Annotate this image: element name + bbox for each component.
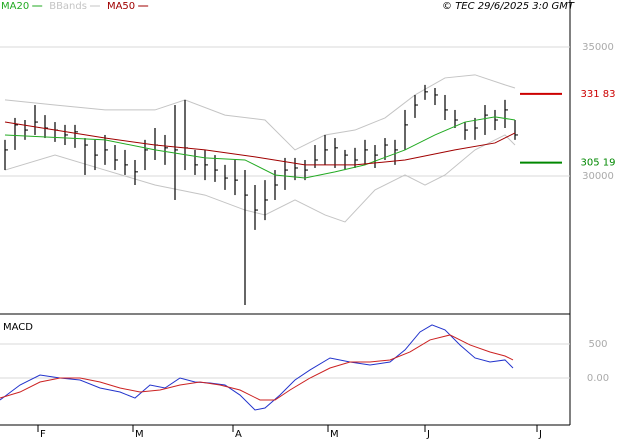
x-tick-label: A (235, 429, 242, 440)
x-tick-label: M (135, 429, 144, 440)
band-lower (4, 134, 516, 223)
band-upper (4, 74, 516, 151)
panel-title: MACD (3, 322, 33, 333)
y-tick-label: 0.00 (587, 373, 609, 384)
x-tick-label: F (40, 429, 46, 440)
moving-average (4, 121, 516, 166)
macd-line (0, 324, 514, 411)
level-label: 305 19 (581, 158, 616, 169)
macd-line (0, 334, 514, 401)
x-tick-label: M (330, 429, 339, 440)
x-tick-label: J (538, 429, 542, 440)
credit: © TEC 29/6/2025 3:0 GMT (442, 1, 575, 12)
y-tick-label: 500 (588, 339, 607, 350)
x-tick-label: J (426, 429, 430, 440)
legend-label: MA50 (107, 1, 135, 12)
legend-label: BBands (49, 1, 87, 12)
y-tick-label: 35000 (582, 42, 614, 53)
moving-average (4, 116, 516, 179)
legend-label: MA20 (1, 1, 29, 12)
level-label: 331 83 (581, 89, 616, 100)
y-tick-label: 30000 (582, 171, 614, 182)
